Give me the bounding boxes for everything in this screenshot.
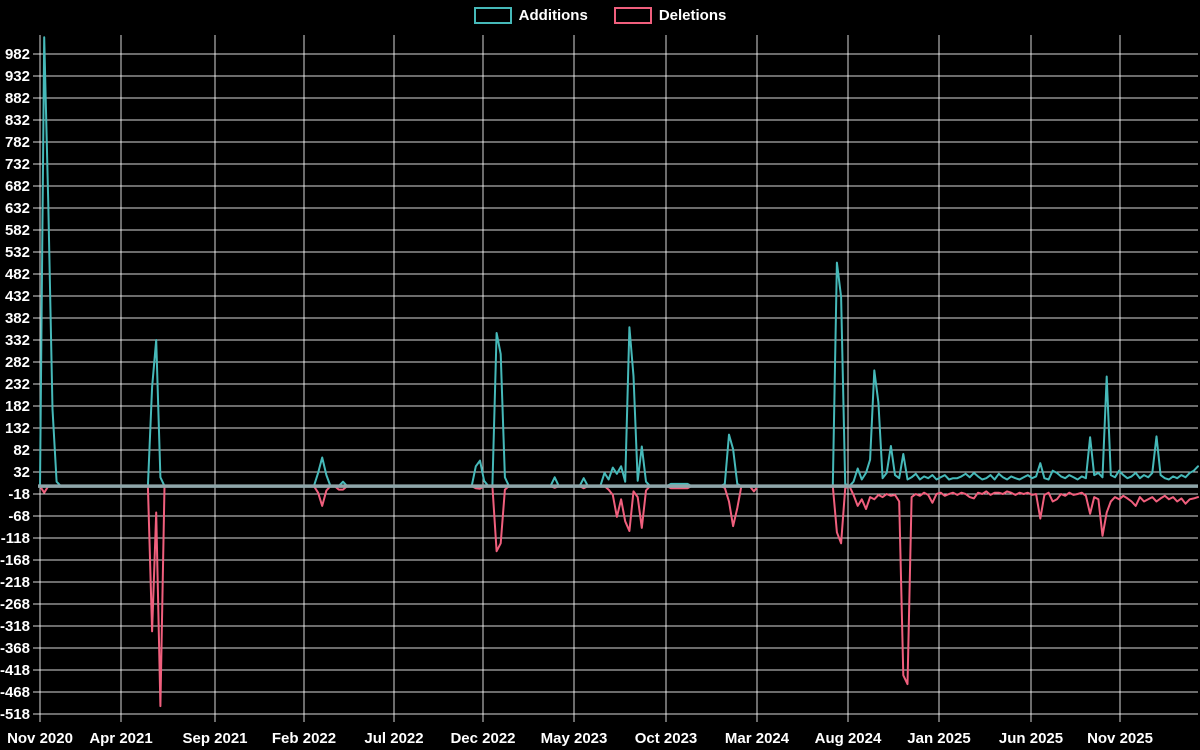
x-tick-label: Nov 2020 <box>7 730 73 747</box>
y-tick-label: 632 <box>5 200 30 217</box>
x-tick-label: May 2023 <box>541 730 608 747</box>
y-tick-label: -518 <box>0 706 30 723</box>
y-tick-label: 732 <box>5 156 30 173</box>
y-tick-label: 832 <box>5 112 30 129</box>
y-tick-label: 32 <box>13 464 30 481</box>
y-tick-label: 82 <box>13 442 30 459</box>
x-tick-label: Sep 2021 <box>182 730 247 747</box>
legend-item-additions[interactable]: Additions <box>473 7 588 24</box>
y-tick-label: -18 <box>8 486 30 503</box>
x-tick-label: Jan 2025 <box>907 730 970 747</box>
chart-legend: Additions Deletions <box>0 7 1200 24</box>
y-tick-label: -418 <box>0 662 30 679</box>
y-tick-label: -168 <box>0 552 30 569</box>
y-tick-label: 532 <box>5 244 30 261</box>
y-tick-label: 682 <box>5 178 30 195</box>
x-tick-label: Aug 2024 <box>815 730 882 747</box>
deletions-swatch-icon <box>613 7 652 24</box>
y-tick-label: 432 <box>5 288 30 305</box>
additions-line <box>39 36 1199 488</box>
x-tick-label: Jun 2025 <box>999 730 1063 747</box>
y-tick-label: 582 <box>5 222 30 239</box>
x-tick-label: Mar 2024 <box>725 730 790 747</box>
y-tick-label: 482 <box>5 266 30 283</box>
y-tick-label: 882 <box>5 90 30 107</box>
deletions-line <box>39 485 1199 708</box>
x-tick-label: Jul 2022 <box>364 730 423 747</box>
y-tick-label: 382 <box>5 310 30 327</box>
y-tick-label: 782 <box>5 134 30 151</box>
y-tick-label: 982 <box>5 46 30 63</box>
x-tick-label: Feb 2022 <box>272 730 336 747</box>
y-tick-label: 132 <box>5 420 30 437</box>
x-tick-label: Apr 2021 <box>89 730 152 747</box>
additions-swatch-icon <box>473 7 512 24</box>
x-tick-label: Oct 2023 <box>635 730 698 747</box>
y-tick-label: 232 <box>5 376 30 393</box>
y-tick-label: -368 <box>0 640 30 657</box>
y-tick-label: 282 <box>5 354 30 371</box>
deletions-legend-label: Deletions <box>658 7 727 24</box>
y-tick-label: 182 <box>5 398 30 415</box>
y-tick-label: -118 <box>1 530 30 547</box>
y-tick-label: 332 <box>5 332 30 349</box>
y-tick-label: -218 <box>0 574 30 591</box>
y-tick-label: 932 <box>5 68 30 85</box>
y-tick-label: -68 <box>8 508 30 525</box>
y-tick-label: -468 <box>0 684 30 701</box>
x-tick-label: Nov 2025 <box>1087 730 1153 747</box>
y-tick-label: -318 <box>0 618 30 635</box>
additions-legend-label: Additions <box>518 7 588 24</box>
y-tick-label: -268 <box>0 596 30 613</box>
x-tick-label: Dec 2022 <box>450 730 515 747</box>
legend-item-deletions[interactable]: Deletions <box>613 7 727 24</box>
